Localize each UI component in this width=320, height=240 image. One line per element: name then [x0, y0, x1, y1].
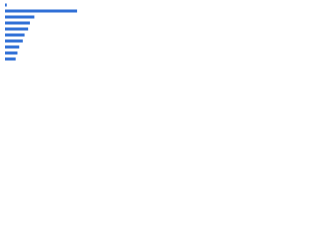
bar [5, 51, 18, 55]
bar [5, 9, 78, 13]
bar [5, 57, 16, 61]
bar [5, 45, 20, 49]
bar [5, 33, 25, 37]
chart [5, 3, 78, 61]
bar [5, 3, 7, 7]
bar [5, 27, 29, 31]
bar [5, 39, 23, 43]
bar [5, 15, 35, 19]
bar [5, 21, 30, 25]
page: {"chart_data": {"type": "bar", "orientat… [0, 0, 100, 71]
